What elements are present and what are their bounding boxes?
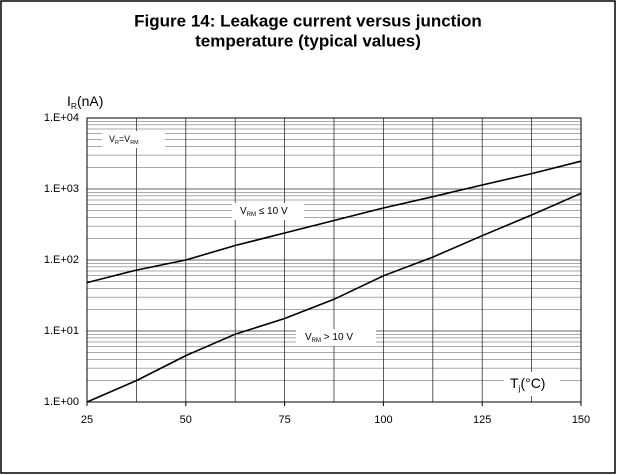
annotation-box (102, 131, 165, 148)
x-tick-label: 100 (374, 414, 392, 426)
series-label-part: ≤ 10 V (256, 206, 288, 217)
y-axis-label-part: (nA) (77, 93, 103, 109)
y-tick-label: 1.E+02 (44, 254, 79, 266)
y-axis-label-part: I (67, 93, 71, 109)
series-line (86, 160, 582, 284)
x-tick-label: 125 (473, 414, 491, 426)
x-tick-label: 50 (180, 414, 192, 426)
series-label-part: V (305, 332, 312, 343)
series-label-box (296, 329, 376, 346)
x-axis-label-part: (°C) (520, 375, 545, 391)
x-axis-label-box (504, 372, 560, 396)
chart-title: temperature (typical values) (195, 31, 421, 50)
x-tick-label: 75 (278, 414, 290, 426)
x-axis-label: Tj(°C) (510, 375, 545, 394)
annotation-part: RM (130, 140, 139, 146)
series-label-part: > 10 V (321, 332, 353, 343)
x-axis-label-part: T (510, 375, 519, 391)
series-label-box (232, 203, 304, 220)
x-tick-label: 150 (572, 414, 590, 426)
series-label: VRM > 10 V (305, 332, 353, 344)
annotation-part: V (109, 134, 115, 144)
annotation-part: =V (119, 134, 130, 144)
y-axis-label-part: R (71, 101, 77, 111)
series-label-part: RM (247, 212, 256, 218)
series-label-part: RM (312, 338, 321, 344)
series-label-part: V (240, 206, 247, 217)
annotation-part: R (115, 140, 119, 146)
y-tick-label: 1.E+00 (44, 396, 79, 408)
y-tick-label: 1.E+03 (44, 183, 79, 195)
x-tick-label: 25 (81, 414, 93, 426)
series-label: VRM ≤ 10 V (240, 206, 288, 218)
series-line (86, 192, 582, 403)
y-tick-label: 1.E+04 (44, 112, 79, 124)
x-axis-label-part: j (518, 383, 521, 393)
chart-title: Figure 14: Leakage current versus juncti… (134, 11, 482, 30)
plot-frame (86, 117, 582, 403)
y-axis-label: IR(nA) (67, 93, 103, 112)
annotation: VR=VRM (109, 134, 139, 146)
y-tick-label: 1.E+01 (44, 325, 79, 337)
